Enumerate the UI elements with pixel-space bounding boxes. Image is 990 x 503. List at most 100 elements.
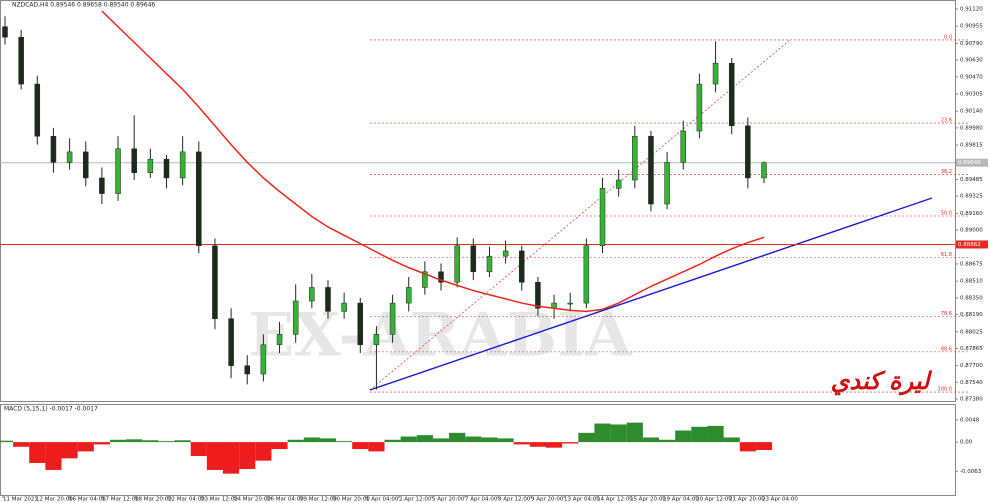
x-tick-label: 8 Apr 12:00 (498, 497, 531, 503)
candle-body (502, 250, 509, 257)
macd-bar (707, 425, 724, 443)
macd-bar (158, 441, 175, 443)
y-tick-label: 0.90140 (960, 109, 983, 115)
candle-body (147, 158, 154, 173)
macd-bar (497, 438, 514, 443)
macd-bar (45, 442, 62, 470)
macd-title: MACD (5,15,1) -0.0017 -0.0017 (4, 406, 98, 413)
x-tick-label: 7 Apr 04:00 (465, 497, 498, 503)
candle-body (196, 151, 202, 246)
x-tick-label: 12 Mar 20:00 (36, 497, 73, 503)
macd-bar (691, 426, 708, 443)
y-tick-label: 0.88510 (960, 279, 983, 285)
candle-body (341, 302, 347, 312)
candle-body (357, 302, 364, 346)
candle-body (66, 151, 73, 163)
candle-body (583, 245, 590, 304)
y-tick-label: 0.88190 (960, 312, 983, 318)
y-tick-label: 0.90630 (960, 58, 983, 64)
macd-bar (723, 437, 740, 443)
macd-bar (626, 422, 643, 443)
candle-body (179, 151, 186, 179)
candle-body (567, 302, 573, 305)
macd-bar (0, 440, 14, 443)
candle-body (131, 148, 137, 173)
price-label: 0.89646 (958, 160, 981, 166)
macd-bar (642, 437, 660, 443)
macd-bar (513, 442, 530, 445)
main-panel (0, 0, 956, 402)
x-tick-label: 23 Mar 12:00 (201, 497, 238, 503)
macd-bar (432, 438, 450, 443)
chart-title: NZDCAD,H4 0.89546 0.89658 0.89540 0.8964… (12, 2, 155, 9)
y-tick-label: 0.00 (960, 440, 973, 446)
fib-label: 61.8 (941, 252, 952, 258)
candle-body (2, 26, 8, 38)
y-tick-label: 0.90955 (960, 24, 983, 30)
x-tick-label: 18 Mar 20:00 (135, 497, 172, 503)
candle-body (696, 83, 703, 132)
macd-panel (0, 404, 956, 496)
candle-body (18, 36, 24, 85)
candle-body (34, 83, 41, 137)
y-tick-label: 0.87540 (960, 380, 983, 386)
y-tick-label: 0.89485 (960, 177, 983, 183)
candle-body (228, 318, 234, 366)
candle-body (260, 344, 267, 375)
y-tick-label: 0.89160 (960, 211, 983, 217)
watermark: EX-ARABIA (248, 301, 633, 371)
candle-body (292, 300, 299, 335)
macd-bar (255, 442, 272, 461)
candle-body (664, 162, 670, 205)
x-tick-label: 2 Apr 12:00 (399, 497, 432, 503)
macd-bar (675, 430, 692, 443)
candle-body (244, 365, 250, 375)
candle-body (728, 62, 735, 127)
candle-body (599, 188, 606, 246)
y-tick-label: 0.0048 (960, 417, 980, 423)
y-tick-label: -0.0063 (960, 469, 982, 475)
x-tick-label: 30 Mar 20:00 (333, 497, 370, 503)
y-tick-label: 0.87865 (960, 346, 983, 352)
candle-body (486, 255, 493, 273)
x-tick-label: 29 Mar 12:00 (300, 497, 337, 503)
x-tick-label: 16 Mar 04:00 (69, 497, 106, 503)
x-tick-label: 9 Apr 20:00 (531, 497, 564, 503)
macd-bar (303, 437, 320, 443)
fib-label: 88.6 (941, 346, 952, 352)
candle-body (519, 250, 525, 283)
y-tick-label: 0.88675 (960, 261, 983, 267)
candle-body (309, 287, 315, 302)
macd-bar (562, 442, 579, 444)
macd-bar (449, 432, 466, 443)
candle-body (745, 125, 751, 179)
trendline (369, 197, 933, 391)
macd-bar (29, 442, 46, 463)
macd-bar (545, 442, 563, 448)
annotation: ليرة كندي (831, 367, 933, 396)
macd-bar (610, 424, 627, 443)
x-tick-label: 11 Mar 2021 (3, 497, 38, 503)
candle-body (99, 177, 105, 194)
fib-label: 38.2 (941, 169, 952, 175)
y-tick-label: 0.87700 (960, 363, 983, 369)
y-tick-label: 0.88025 (960, 329, 983, 335)
candle-body (212, 245, 218, 319)
y-tick-label: 0.88350 (960, 295, 983, 301)
candle-body (712, 62, 719, 85)
macd-bar (223, 442, 240, 474)
macd-bar (481, 437, 498, 443)
candle-body (422, 271, 428, 288)
macd-bar (271, 442, 288, 450)
y-tick-label: 0.91120 (960, 7, 983, 13)
macd-bar (465, 436, 482, 443)
x-tick-label: 17 Mar 12:00 (102, 497, 139, 503)
x-tick-label: 26 Mar 04:00 (267, 497, 304, 503)
price-label: 0.88862 (958, 242, 981, 248)
macd-bar (384, 439, 401, 443)
y-tick-label: 0.90790 (960, 41, 983, 47)
macd-bar (174, 440, 191, 443)
y-tick-label: 0.90305 (960, 91, 983, 97)
price-box (956, 158, 988, 167)
